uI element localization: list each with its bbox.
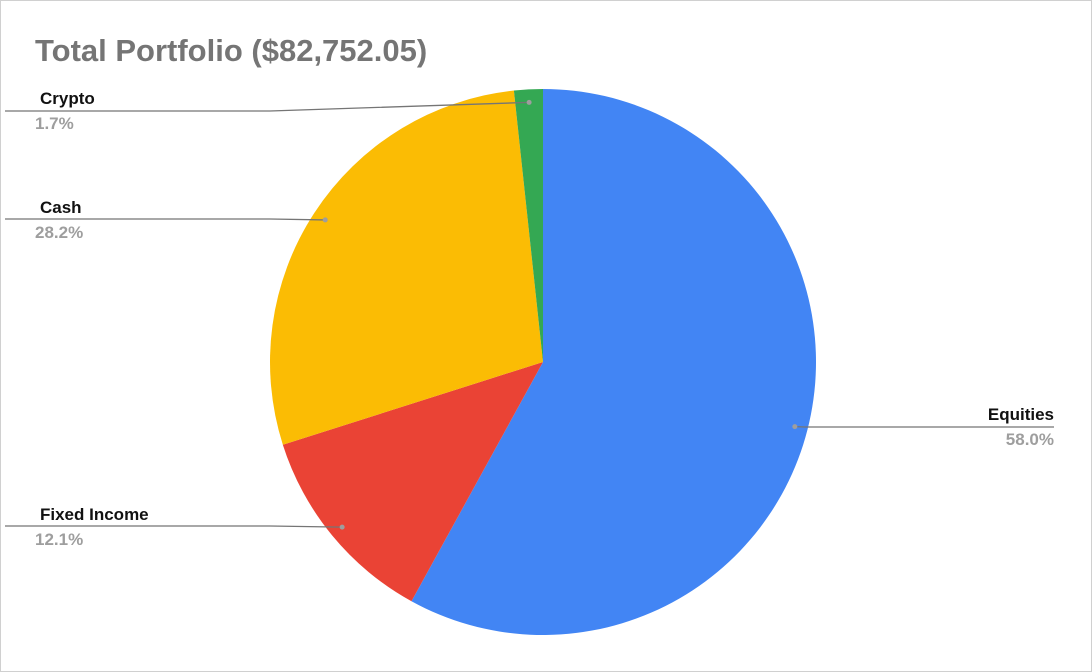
slice-value-label: 28.2% [35,223,83,242]
leader-line [5,525,343,528]
slice-label: Crypto [40,89,95,108]
leader-line [5,218,326,221]
slice-label: Equities [988,405,1054,424]
pie-slice [513,89,543,362]
slice-label: Cash [40,198,82,217]
slice-value-label: 12.1% [35,530,83,549]
chart-title: Total Portfolio ($82,752.05) [35,33,427,68]
leader-line [5,101,530,112]
pie-slice [411,89,816,635]
slice-value-label: 1.7% [35,114,74,133]
slice-value-label: 58.0% [1006,430,1054,449]
leader-dot [322,217,328,223]
pie-slice [270,90,543,445]
leader-dot [339,524,345,530]
leader-dot [792,424,798,430]
slice-label: Fixed Income [40,505,149,524]
leader-dot [526,99,532,105]
pie-slice [282,362,543,602]
